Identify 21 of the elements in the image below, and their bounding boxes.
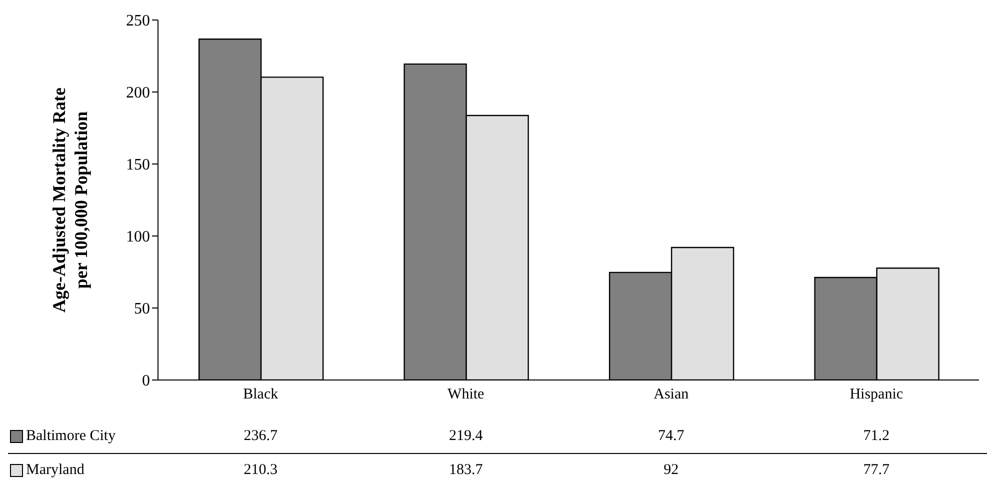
y-tick-label: 50 [134,300,150,318]
y-tick-label: 100 [126,228,150,246]
data-label: 74.7 [658,428,684,445]
legend-label: Baltimore City [26,428,116,445]
y-tick-label: 0 [142,372,150,390]
x-tick-label: White [448,386,485,403]
data-label: 71.2 [863,428,890,445]
legend-label: Maryland [26,462,84,479]
data-label: 210.3 [244,462,278,479]
y-tick-label: 150 [126,156,150,174]
y-axis-title: Age-Adjusted Mortality Rate per 100,000 Population [48,88,92,312]
x-tick-label: Black [243,386,279,403]
data-label: 183.7 [449,462,483,479]
data-label: 77.7 [863,462,890,479]
x-tick-label: Asian [654,386,690,403]
y-tick-label: 200 [126,84,150,102]
x-tick-label: Hispanic [850,386,904,403]
data-label: 92 [664,462,679,479]
data-label: 236.7 [244,428,278,445]
data-label: 219.4 [449,428,483,445]
y-tick-label: 250 [126,12,150,30]
